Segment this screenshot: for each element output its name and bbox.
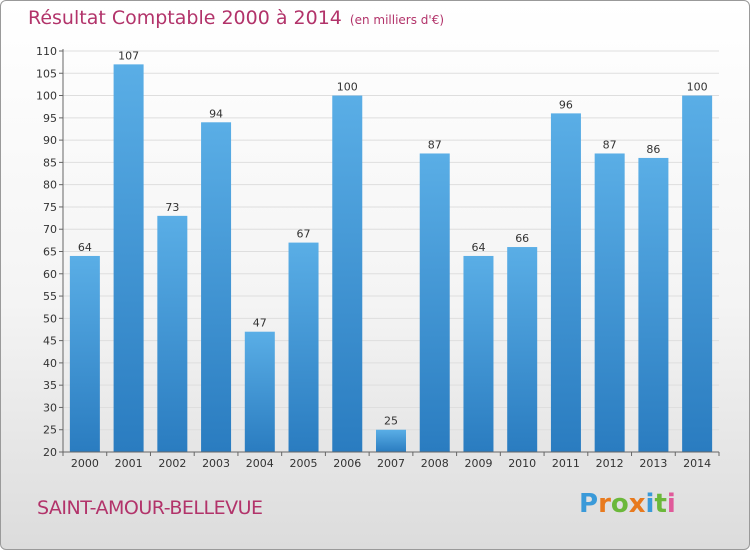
y-tick-label: 95 <box>43 112 57 125</box>
bar <box>376 429 406 452</box>
logo-letter: i <box>645 489 655 519</box>
bar <box>463 255 494 452</box>
y-tick-label: 65 <box>43 246 57 259</box>
bar <box>682 95 713 453</box>
title-text: Résultat Comptable 2000 à 2014 <box>28 7 342 29</box>
y-tick-label: 40 <box>43 357 57 370</box>
x-tick-label: 2011 <box>552 457 580 470</box>
data-label: 87 <box>603 138 617 151</box>
bar <box>288 242 319 452</box>
data-label: 100 <box>337 81 358 94</box>
y-tick-label: 25 <box>43 424 57 437</box>
logo-letter: o <box>610 489 629 519</box>
data-label: 25 <box>384 415 398 428</box>
data-label: 96 <box>559 98 573 111</box>
data-label: 86 <box>646 143 660 156</box>
x-tick-label: 2013 <box>639 457 667 470</box>
bars: 64 107 73 94 47 67 100 25 87 64 66 96 87 86 100 <box>69 49 713 453</box>
x-tick-label: 2003 <box>202 457 230 470</box>
y-tick-label: 110 <box>36 45 57 58</box>
y-tick-label: 30 <box>43 401 57 414</box>
bar <box>157 215 188 452</box>
x-tick-label: 2002 <box>158 457 186 470</box>
data-label: 87 <box>428 138 442 151</box>
logo-letter: r <box>598 489 611 519</box>
x-axis: 2000 2001 2002 2003 2004 2005 2006 2007 2008 2009… <box>62 451 720 470</box>
y-tick-label: 45 <box>43 335 57 348</box>
data-label: 100 <box>687 81 708 94</box>
bar <box>201 122 232 453</box>
data-label: 64 <box>78 241 92 254</box>
y-axis: 20 25 30 35 40 45 50 55 60 65 70 75 80 85 90 95 100 105 11… <box>36 45 64 459</box>
data-label: 107 <box>118 49 139 62</box>
y-tick-label: 70 <box>43 223 57 236</box>
data-label: 47 <box>253 317 267 330</box>
logo-letter: x <box>628 489 646 519</box>
y-tick-label: 85 <box>43 156 57 169</box>
data-label: 73 <box>165 201 179 214</box>
y-tick-label: 100 <box>36 90 57 103</box>
y-tick-label: 80 <box>43 179 57 192</box>
x-tick-label: 2006 <box>333 457 361 470</box>
x-tick-label: 2008 <box>421 457 449 470</box>
y-tick-label: 105 <box>36 67 57 80</box>
y-tick-label: 20 <box>43 446 57 459</box>
data-label: 66 <box>515 232 529 245</box>
chart-title: Résultat Comptable 2000 à 2014 (en millie… <box>28 7 444 29</box>
bar <box>332 95 363 453</box>
bar <box>113 64 144 452</box>
y-tick-label: 75 <box>43 201 57 214</box>
bar <box>69 255 100 452</box>
logo-letter: P <box>579 489 599 519</box>
x-tick-label: 2001 <box>115 457 143 470</box>
bar <box>638 157 669 452</box>
bar <box>507 247 538 452</box>
x-tick-label: 2000 <box>71 457 99 470</box>
title-unit: (en milliers d'€) <box>349 13 445 27</box>
x-tick-label: 2009 <box>464 457 492 470</box>
y-tick-label: 55 <box>43 290 57 303</box>
x-tick-label: 2010 <box>508 457 536 470</box>
bar <box>594 153 625 452</box>
x-tick-label: 2012 <box>596 457 624 470</box>
data-label: 94 <box>209 107 223 120</box>
commune-name: SAINT-AMOUR-BELLEVUE <box>37 497 263 519</box>
logo-letter: i <box>666 489 676 519</box>
x-tick-label: 2004 <box>246 457 274 470</box>
y-tick-label: 90 <box>43 134 57 147</box>
y-tick-label: 50 <box>43 312 57 325</box>
y-tick-label: 35 <box>43 379 57 392</box>
data-label: 67 <box>297 228 311 241</box>
x-tick-label: 2014 <box>683 457 711 470</box>
bar <box>550 113 581 452</box>
y-tick-label: 60 <box>43 268 57 281</box>
data-label: 64 <box>471 241 485 254</box>
logo-letter: t <box>654 489 667 519</box>
proxiti-logo[interactable]: Proxiti <box>579 489 676 519</box>
x-tick-label: 2007 <box>377 457 405 470</box>
x-tick-label: 2005 <box>290 457 318 470</box>
bar <box>419 153 450 452</box>
bar <box>244 331 275 452</box>
